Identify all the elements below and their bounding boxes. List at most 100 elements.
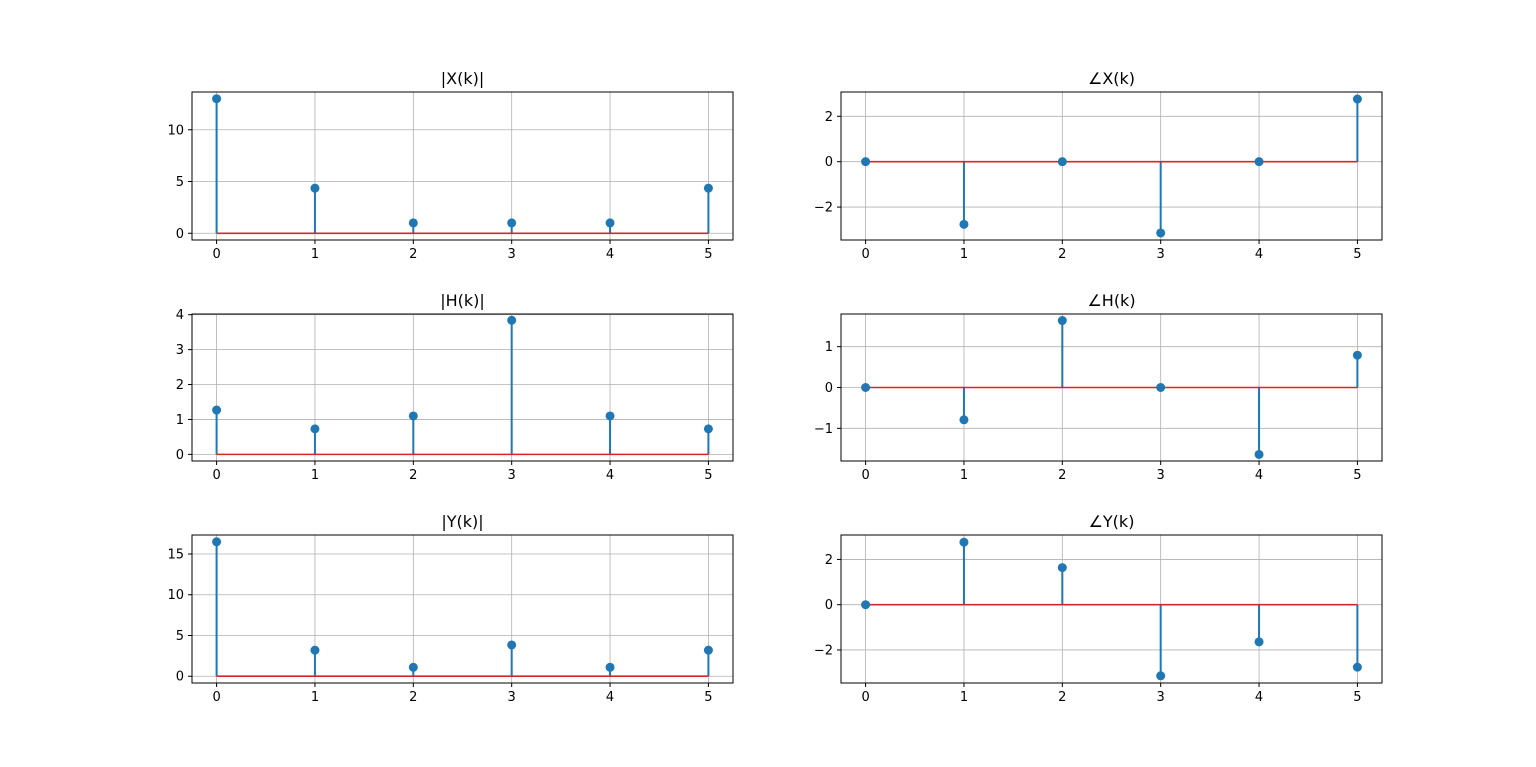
stem-marker (1352, 94, 1362, 104)
y-tick-label: −2 (814, 201, 833, 216)
x-tick-label: 5 (1353, 690, 1361, 705)
stem-marker (507, 640, 517, 650)
stem-marker (959, 415, 969, 425)
stem-marker (703, 424, 713, 434)
y-tick-label: 5 (176, 175, 184, 190)
stem-marker (1352, 662, 1362, 672)
stem-marker (959, 537, 969, 547)
x-tick-label: 5 (704, 247, 712, 262)
x-tick-label: 2 (409, 690, 417, 705)
y-tick-label: 0 (825, 155, 833, 170)
y-tick-label: 0 (176, 227, 184, 242)
axes-frame (840, 91, 1383, 241)
stem-marker (861, 157, 871, 167)
y-tick-label: 15 (167, 547, 184, 562)
y-tick-label: 2 (825, 553, 833, 568)
x-tick-label: 2 (409, 468, 417, 483)
stem-marker (1156, 671, 1166, 681)
subplot-2: 0 1 2 3 4 5 −2 0 2 ∠X(k) (814, 69, 1383, 262)
stem-marker (310, 645, 320, 655)
stem-marker (1156, 383, 1166, 392)
x-tick-label: 0 (861, 468, 869, 483)
stem-marker (310, 424, 320, 434)
x-tick-label: 2 (1058, 690, 1066, 705)
y-tick-label: 1 (176, 413, 184, 428)
x-tick-label: 2 (1058, 247, 1066, 262)
y-tick-label: −1 (814, 422, 833, 437)
y-tick-label: −2 (814, 643, 833, 658)
x-tick-label: 0 (861, 690, 869, 705)
x-tick-label: 4 (606, 468, 614, 483)
x-tick-label: 0 (212, 468, 220, 483)
stem-marker (408, 411, 418, 421)
y-tick-label: 0 (825, 381, 833, 396)
stem-marker (1352, 350, 1362, 360)
axes-frame (191, 91, 734, 241)
y-tick-label: 10 (167, 588, 184, 603)
y-tick-label: 0 (176, 448, 184, 463)
axes-frame (191, 534, 734, 684)
y-tick-label: 10 (167, 123, 184, 138)
axes-title: ∠X(k) (1088, 69, 1135, 88)
subplot-6: 0 1 2 3 4 5 −2 0 2 ∠Y(k) (814, 512, 1383, 705)
x-tick-label: 5 (1353, 247, 1361, 262)
axes-title: |Y(k)| (441, 512, 483, 531)
x-tick-label: 1 (960, 690, 968, 705)
x-tick-label: 3 (1157, 247, 1165, 262)
x-tick-label: 1 (311, 468, 319, 483)
x-tick-label: 0 (212, 690, 220, 705)
axes-title: |H(k)| (440, 291, 485, 310)
x-tick-label: 0 (212, 247, 220, 262)
x-tick-label: 1 (960, 468, 968, 483)
x-tick-label: 5 (704, 468, 712, 483)
stem-marker (1057, 157, 1067, 167)
stem-marker (408, 218, 418, 228)
y-tick-label: 4 (176, 308, 184, 323)
y-tick-label: 2 (176, 378, 184, 393)
x-tick-label: 3 (508, 468, 516, 483)
x-tick-label: 2 (409, 247, 417, 262)
x-tick-label: 3 (508, 690, 516, 705)
stem-marker (1057, 563, 1067, 573)
stem-marker (861, 383, 871, 392)
stem-marker (1254, 449, 1264, 459)
subplot-3: 0 1 2 3 4 5 0 1 2 3 4 |H(k)| (176, 291, 734, 483)
stem-marker (507, 218, 517, 228)
y-tick-label: 2 (825, 110, 833, 125)
stem-marker (507, 315, 517, 325)
axes-frame (840, 534, 1383, 684)
axes-title: ∠Y(k) (1089, 512, 1135, 531)
x-tick-label: 0 (861, 247, 869, 262)
subplot-1: 0 1 2 3 4 5 0 5 10 |X(k)| (167, 69, 734, 262)
subplot-5: 0 1 2 3 4 5 0 5 10 15 |Y(k)| (167, 512, 734, 705)
x-tick-label: 1 (960, 247, 968, 262)
x-tick-label: 3 (1157, 690, 1165, 705)
stem-marker (605, 411, 615, 421)
x-tick-label: 2 (1058, 468, 1066, 483)
stem-marker (605, 218, 615, 228)
y-tick-label: 1 (825, 340, 833, 355)
stem-marker (212, 94, 222, 104)
stem-marker (1254, 637, 1264, 647)
stem-marker (1254, 157, 1264, 167)
stem-marker (1156, 228, 1166, 238)
x-tick-label: 3 (508, 247, 516, 262)
stem-marker (310, 183, 320, 193)
x-tick-label: 4 (1255, 468, 1263, 483)
stem-marker (703, 645, 713, 655)
axes-frame (191, 313, 734, 462)
subplot-4: 0 1 2 3 4 5 −1 0 1 ∠H(k) (814, 291, 1383, 483)
x-tick-label: 5 (704, 690, 712, 705)
y-tick-label: 0 (825, 598, 833, 613)
axes-title: ∠H(k) (1087, 291, 1135, 310)
stem-marker (605, 662, 615, 672)
stem-marker (212, 537, 222, 547)
y-tick-label: 5 (176, 629, 184, 644)
stem-marker (959, 219, 969, 229)
stem-marker (212, 405, 222, 415)
x-tick-label: 3 (1157, 468, 1165, 483)
y-tick-label: 3 (176, 343, 184, 358)
x-tick-label: 1 (311, 690, 319, 705)
x-tick-label: 4 (1255, 247, 1263, 262)
